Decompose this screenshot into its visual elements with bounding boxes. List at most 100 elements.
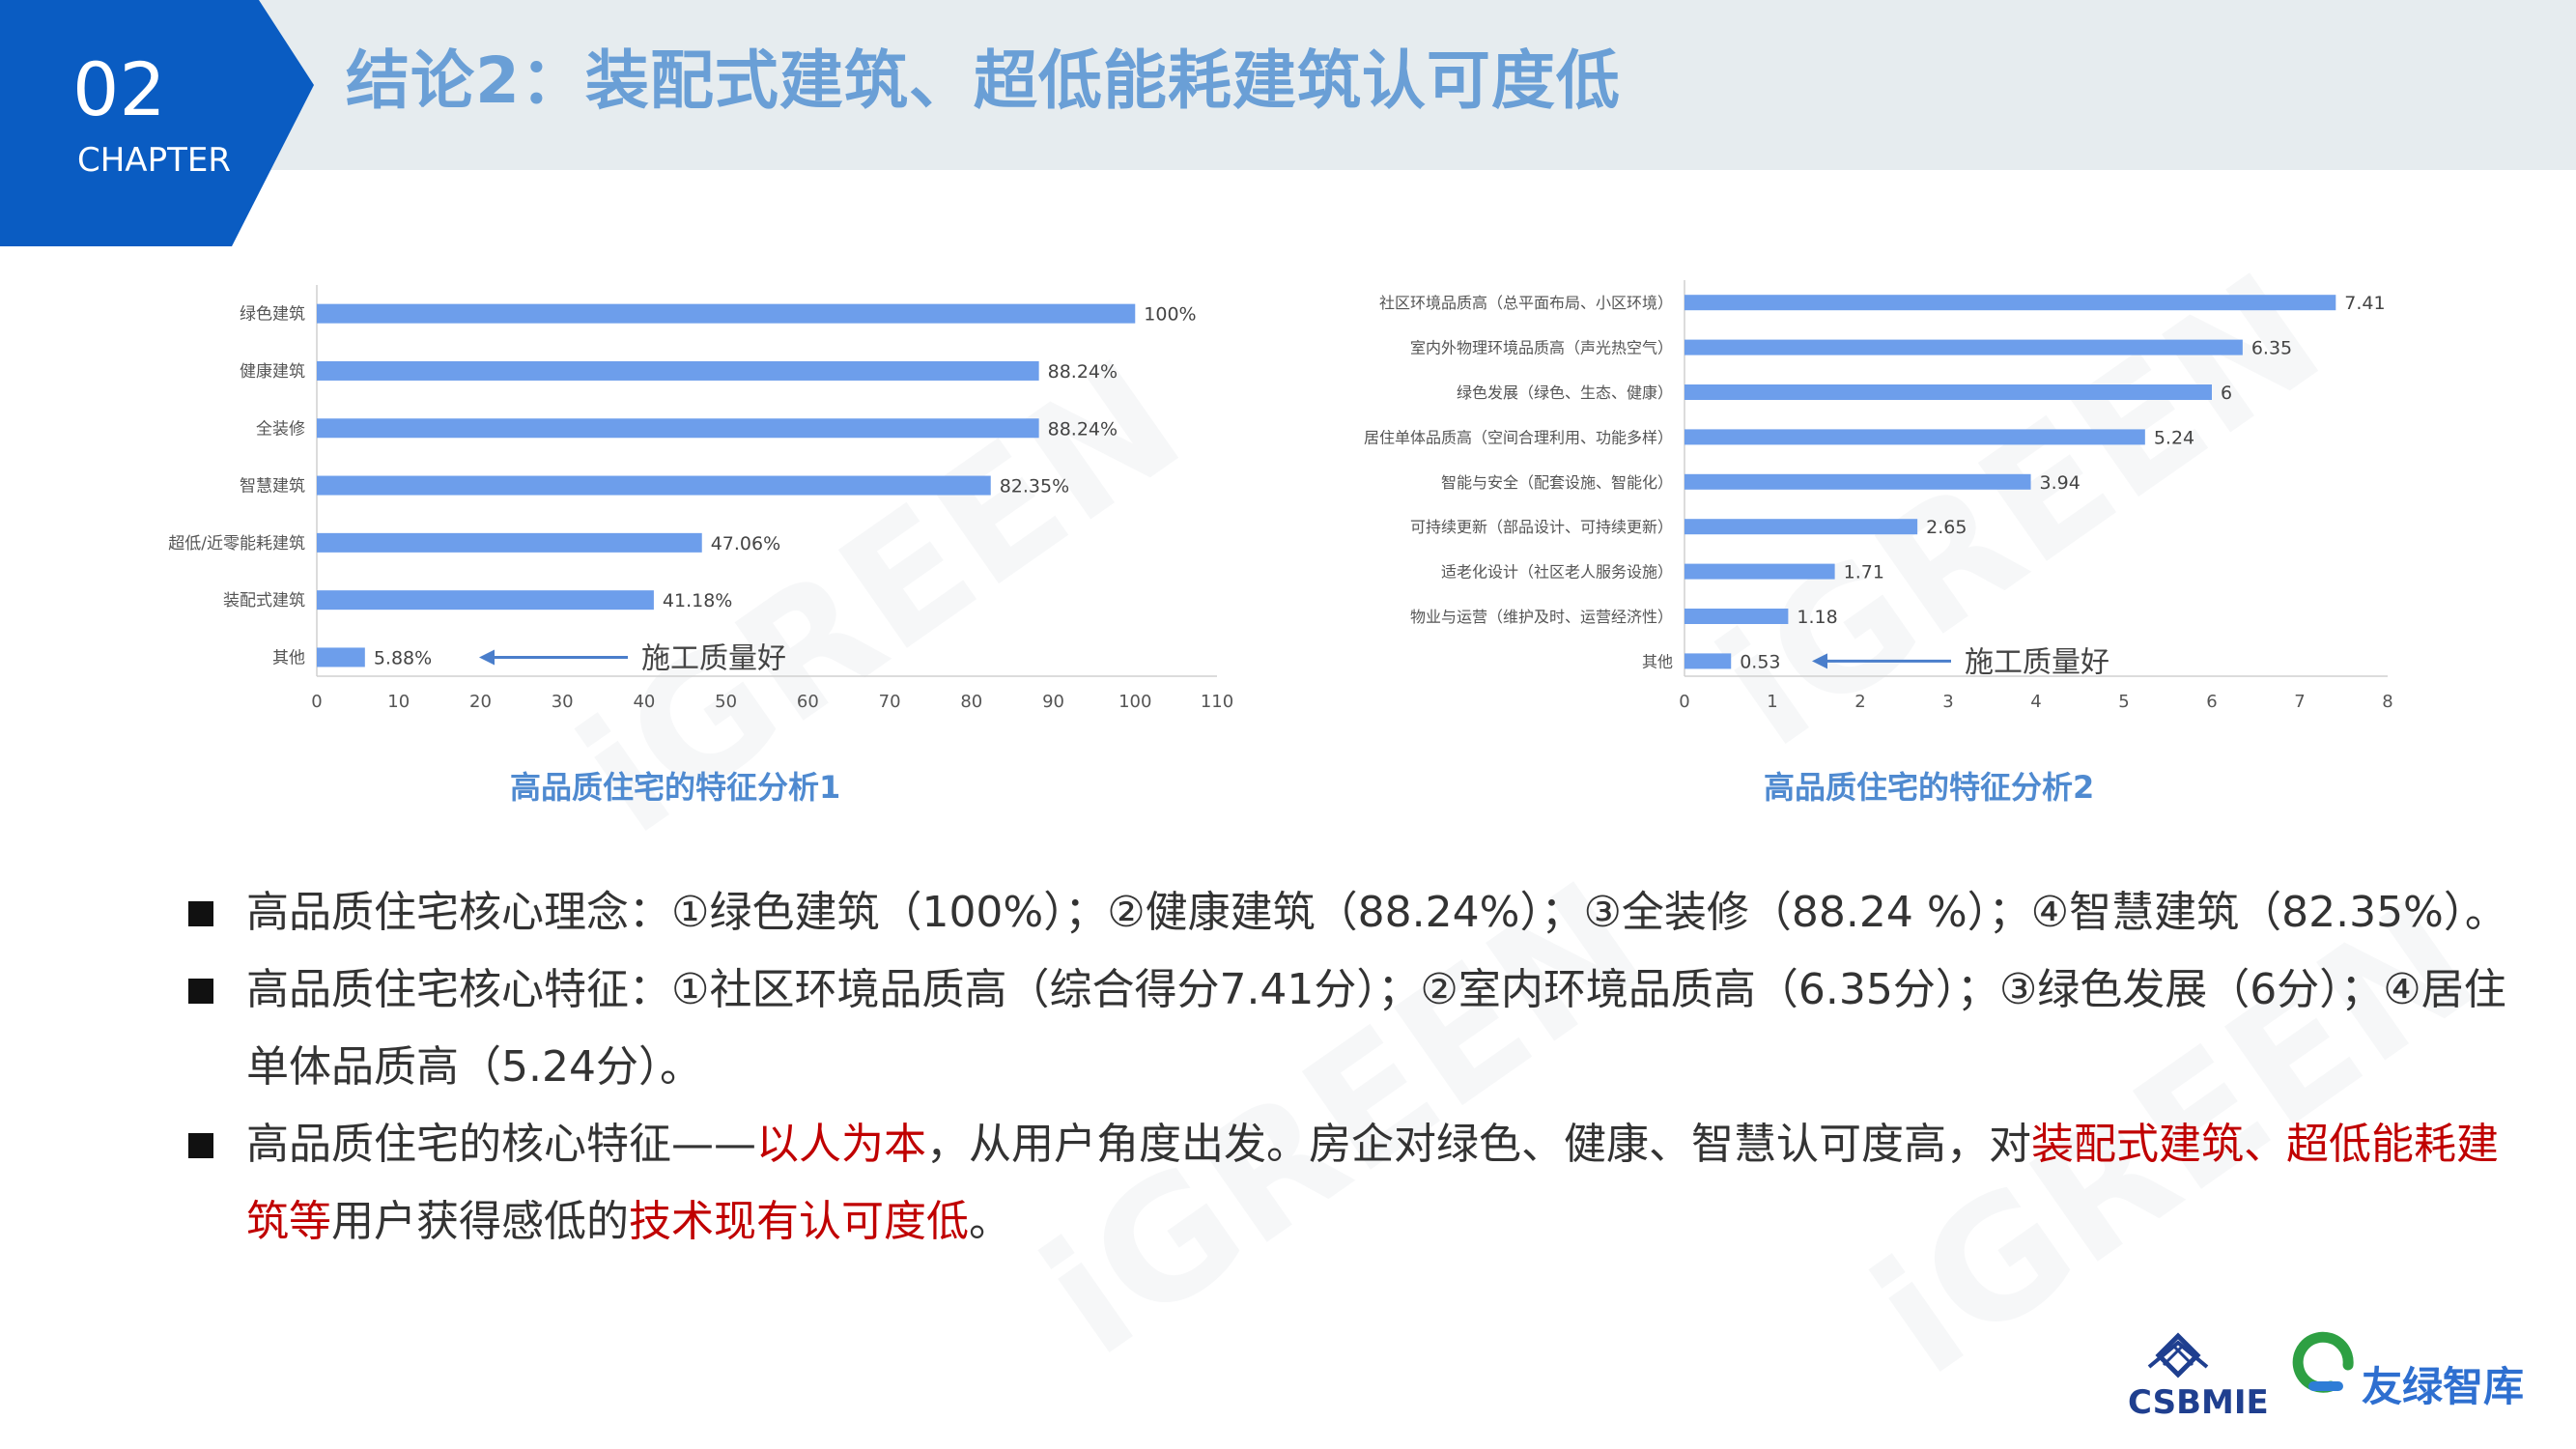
bar [1684,295,2336,311]
category-label: 装配式建筑 [223,591,305,611]
csbmie-logo-icon [2147,1332,2209,1378]
bar [1684,653,1732,669]
highlight-text: 以人为本 [756,1120,926,1169]
data-label: 82.35% [1000,476,1069,497]
chapter-label: CHAPTER [77,141,231,180]
x-tick-label: 50 [715,692,737,712]
bullet-segment: 。 [969,1197,1011,1246]
data-label: 5.24 [2154,427,2194,448]
category-label: 其他 [272,648,305,668]
chapter-number: 02 [72,46,166,132]
category-label: 绿色建筑 [240,305,305,325]
chart-2-svg: 社区环境品质高（总平面布局、小区环境） 7.41 室内外物理环境品质高（声光热空气）… [1364,280,2393,712]
bar [1684,339,2243,355]
bullet-item-3: 高品质住宅的核心特征——以人为本，从用户角度出发。房企对绿色、健康、智慧认可度高… [184,1106,2540,1261]
x-tick-label: 40 [633,692,655,712]
x-tick-label: 0 [311,692,322,712]
bullet-segment: 用户获得感低的 [331,1197,629,1246]
data-label: 1.71 [1844,562,1884,583]
chart-feature-analysis-1: 绿色建筑 100% 健康建筑 88.24% 全装修 88.24% 智慧建筑 82.35% 超低/… [116,261,1256,724]
category-label: 全装修 [256,419,305,439]
x-tick-label: 7 [2294,692,2305,712]
conclusion-bullets: 高品质住宅核心理念：①绿色建筑（100%）；②健康建筑（88.24%）；③全装修… [184,874,2540,1261]
data-label: 6.35 [2251,338,2292,359]
bullet-segment: ，从用户角度出发。房企对绿色、健康、智慧认可度高，对 [926,1120,2031,1169]
x-tick-label: 80 [960,692,982,712]
category-label: 其他 [1642,652,1673,670]
x-tick-label: 60 [797,692,819,712]
x-tick-label: 1 [1767,692,1777,712]
data-label: 47.06% [711,533,780,554]
highlight-text: 装配式建筑、超低能耗建筑等 [246,1120,2499,1246]
category-label: 智慧建筑 [240,477,305,497]
x-tick-label: 6 [2206,692,2217,712]
chart-2-caption: 高品质住宅的特征分析2 [1764,769,2095,806]
youlv-logo-text: 友绿智库 [2362,1363,2524,1410]
bar [1684,519,1918,535]
page-title: 结论2：装配式建筑、超低能耗建筑认可度低 [346,43,1621,118]
chart-feature-analysis-2: 社区环境品质高（总平面布局、小区环境） 7.41 室内外物理环境品质高（声光热空气）… [1275,261,2415,724]
bullet-text: 高品质住宅核心理念：①绿色建筑（100%）；②健康建筑（88.24%）；③全装修… [246,888,2507,937]
x-tick-label: 110 [1201,692,1233,712]
data-label: 3.94 [2040,472,2081,494]
x-tick-label: 70 [879,692,901,712]
data-label: 88.24% [1048,361,1118,383]
footer-logos: CSBMIE 友绿智库 [2120,1328,2526,1425]
x-tick-label: 90 [1042,692,1064,712]
annotation-arrow-head-icon [479,649,495,666]
data-label: 2.65 [1926,517,1967,538]
chart-1-caption: 高品质住宅的特征分析1 [510,769,841,806]
x-tick-label: 2 [1854,692,1865,712]
x-tick-label: 3 [1942,692,1953,712]
data-label: 6 [2221,383,2232,404]
bar [1684,609,1789,624]
annotation-label: 施工质量好 [641,641,786,675]
chart-1-svg: 绿色建筑 100% 健康建筑 88.24% 全装修 88.24% 智慧建筑 82.35% 超低/… [168,285,1233,712]
category-label: 绿色发展（绿色、生态、健康） [1457,384,1673,402]
bar [317,532,702,553]
category-label: 可持续更新（部品设计、可持续更新） [1410,518,1673,536]
category-label: 超低/近零能耗建筑 [168,534,305,554]
annotation-label: 施工质量好 [1965,645,2109,679]
data-label: 0.53 [1740,651,1780,672]
bar [317,418,1039,439]
header-bar [0,0,2576,170]
chapter-badge [0,0,314,246]
data-label: 5.88% [374,647,432,668]
bar [1684,563,1835,580]
bar [1684,473,2031,490]
bar [317,647,365,668]
annotation-arrow-head-icon [1812,653,1827,669]
category-label: 智能与安全（配套设施、智能化） [1441,473,1673,492]
bar [1684,384,2212,400]
category-label: 居住单体品质高（空间合理利用、功能多样） [1364,428,1673,446]
bullet-segment: 高品质住宅核心理念：①绿色建筑（100%）；②健康建筑（88.24%）；③全装修… [246,888,2507,937]
bar [1684,429,2145,445]
bullet-square-icon [188,979,213,1004]
bar [317,475,991,496]
bullet-square-icon [188,901,213,926]
bullet-segment: 高品质住宅的核心特征—— [246,1120,756,1169]
category-label: 社区环境品质高（总平面布局、小区环境） [1379,294,1673,312]
data-label: 1.18 [1797,607,1837,628]
x-tick-label: 20 [469,692,492,712]
x-tick-label: 4 [2030,692,2041,712]
bullet-text: 高品质住宅的核心特征——以人为本，从用户角度出发。房企对绿色、健康、智慧认可度高… [246,1120,2499,1246]
category-label: 物业与运营（维护及时、运营经济性） [1410,608,1673,626]
bullet-item-1: 高品质住宅核心理念：①绿色建筑（100%）；②健康建筑（88.24%）；③全装修… [184,874,2540,952]
category-label: 健康建筑 [240,362,305,382]
bar [317,303,1136,324]
highlight-text: 技术现有认可度低 [629,1197,969,1246]
x-tick-label: 5 [2118,692,2129,712]
x-tick-label: 8 [2382,692,2392,712]
x-tick-label: 100 [1118,692,1151,712]
x-tick-label: 10 [387,692,410,712]
x-tick-label: 30 [552,692,574,712]
data-label: 7.41 [2344,293,2385,314]
csbmie-logo-text: CSBMIE [2128,1383,2269,1422]
x-tick-label: 0 [1679,692,1689,712]
bullet-item-2: 高品质住宅核心特征：①社区环境品质高（综合得分7.41分）；②室内环境品质高（6… [184,952,2540,1106]
data-label: 41.18% [663,590,732,611]
green-g-logo-icon [2292,1331,2354,1393]
data-label: 100% [1144,304,1196,326]
